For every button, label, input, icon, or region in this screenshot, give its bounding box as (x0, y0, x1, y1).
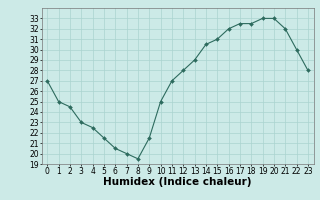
X-axis label: Humidex (Indice chaleur): Humidex (Indice chaleur) (103, 177, 252, 187)
